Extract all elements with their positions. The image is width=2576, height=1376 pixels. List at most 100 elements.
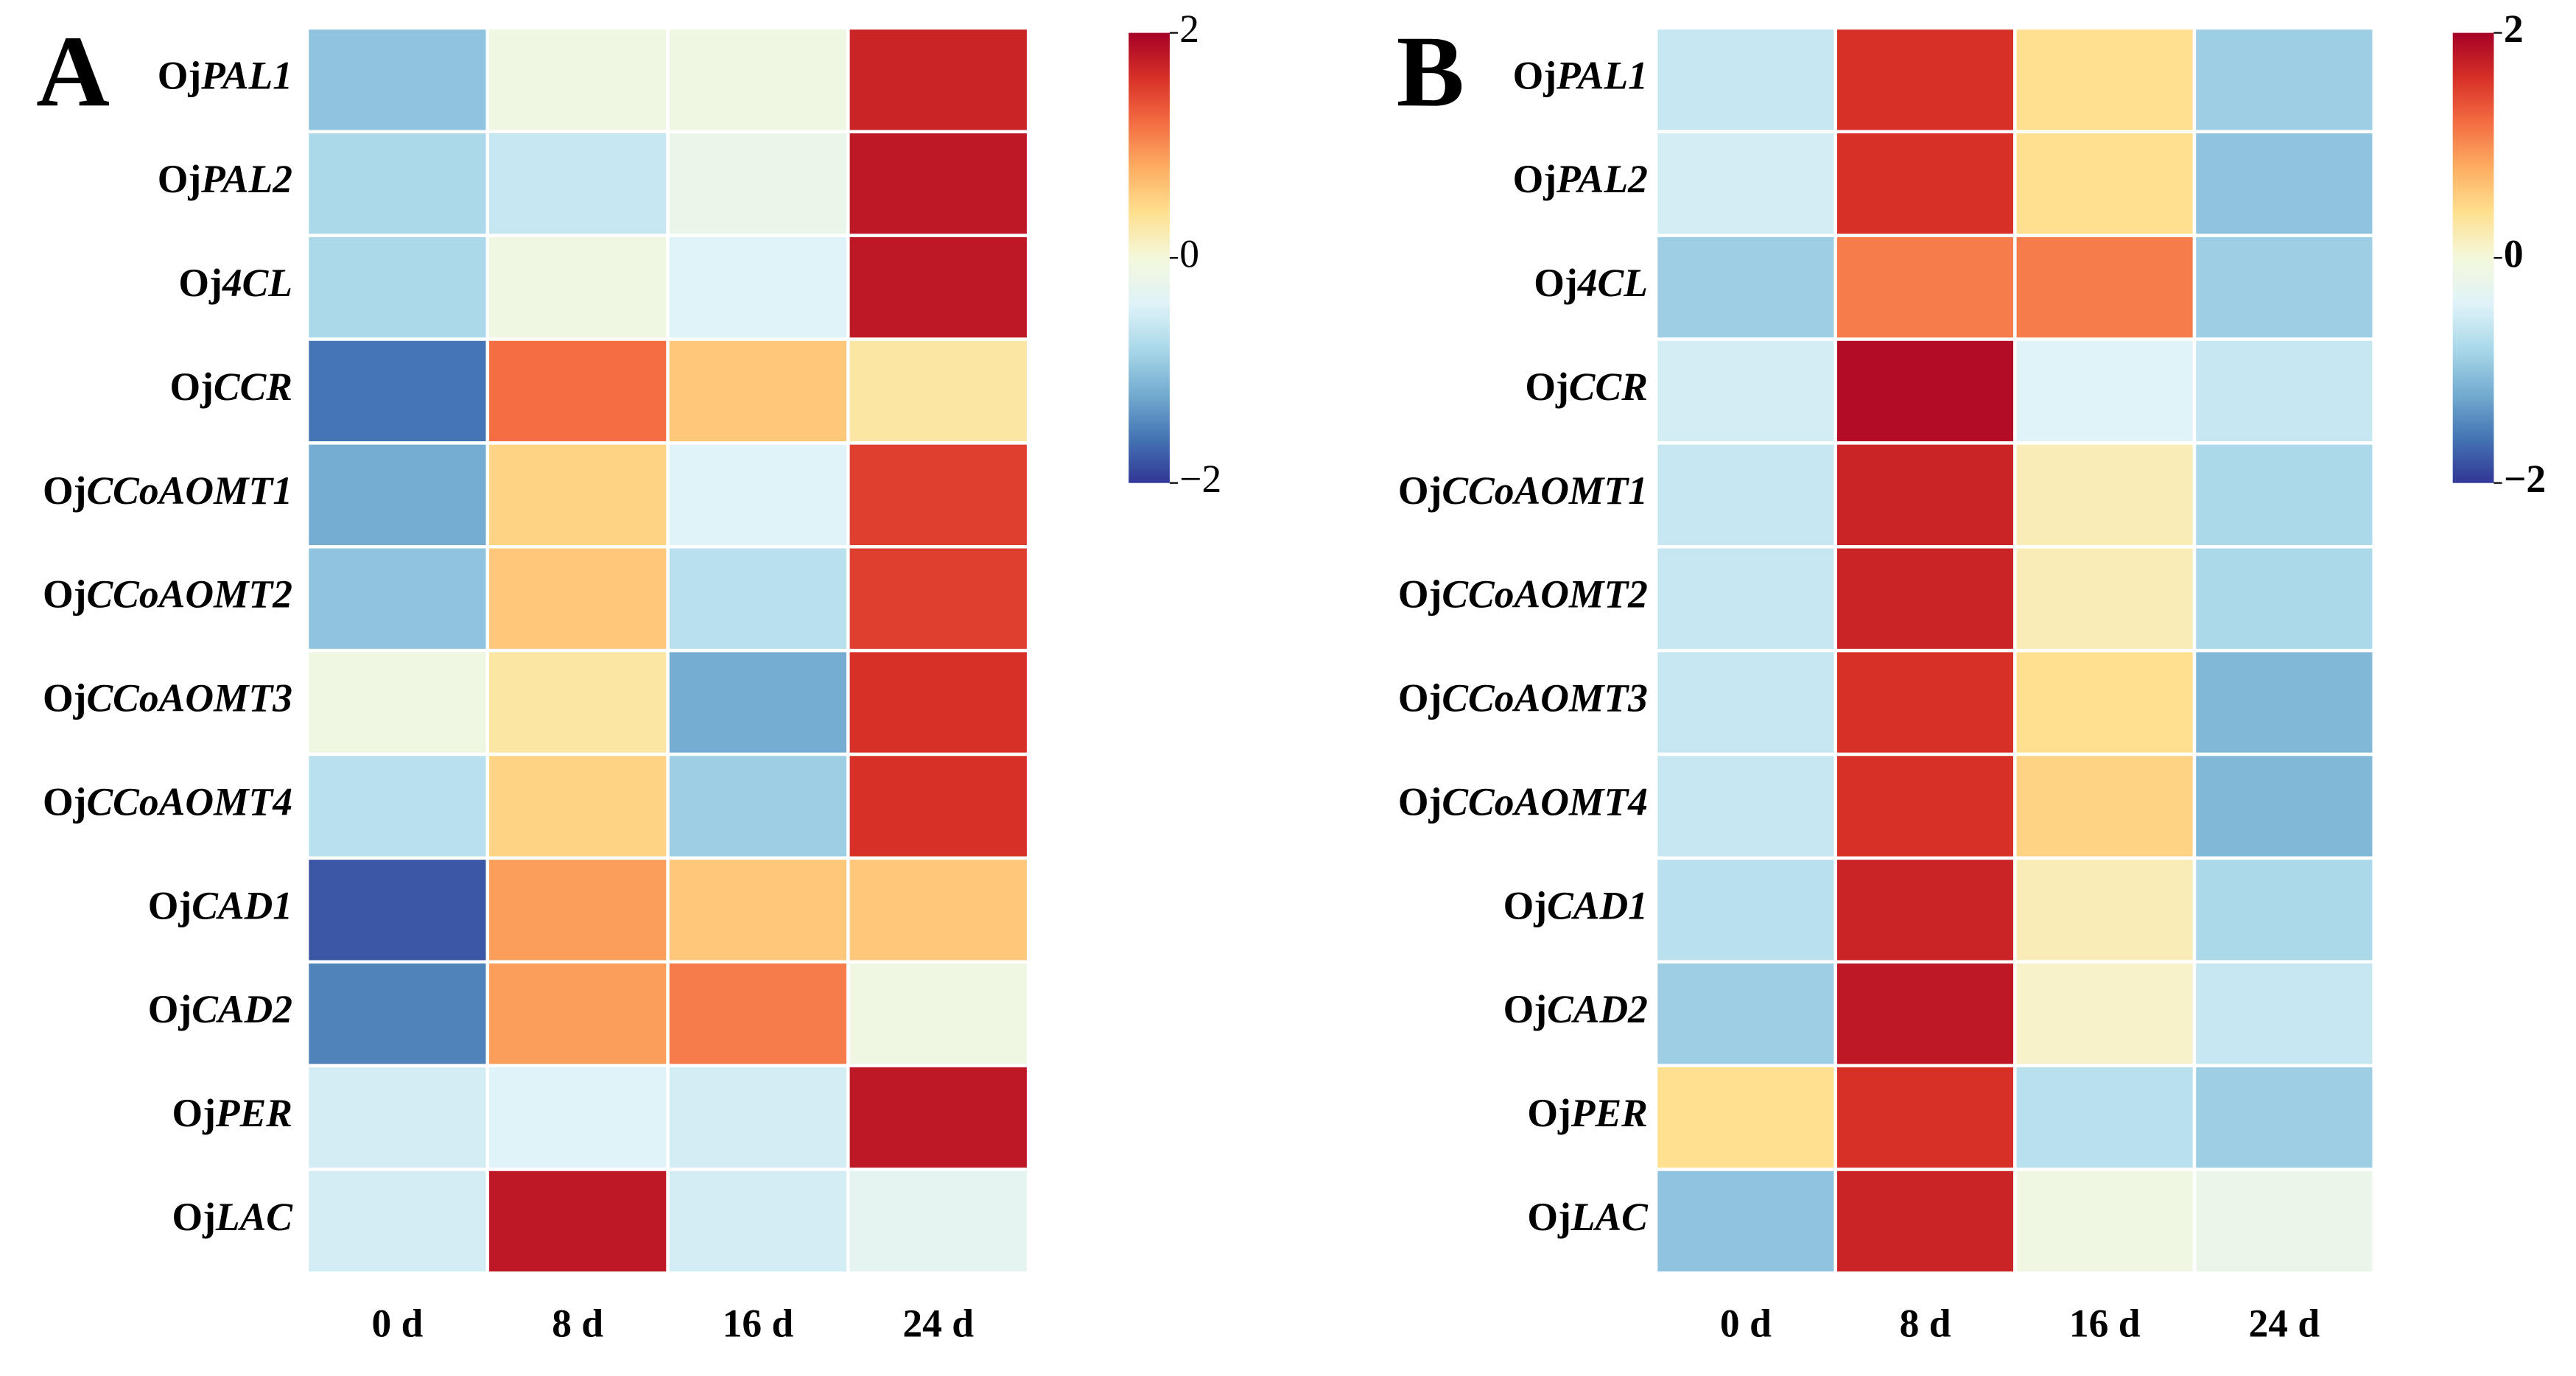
row-label: OjCCoAOMT3 <box>43 676 292 720</box>
heatmap-cell <box>485 1064 670 1171</box>
heatmap-cell <box>2013 648 2197 757</box>
heatmap-cell <box>1654 648 1837 757</box>
heatmap-cell <box>846 752 1031 860</box>
heatmap-cell <box>2013 130 2197 237</box>
heatmap-cell <box>846 648 1031 757</box>
heatmap-cell <box>2013 752 2197 860</box>
heatmap-cell <box>485 960 670 1067</box>
heatmap-cell <box>1654 856 1837 964</box>
heatmap-cell <box>846 960 1031 1067</box>
heatmap-cell <box>666 648 850 757</box>
heatmap-cell <box>666 441 850 549</box>
row-label: OjCCoAOMT2 <box>1398 572 1648 617</box>
heatmap-cell <box>485 234 670 341</box>
heatmap-cell <box>485 337 670 445</box>
heatmap-cell <box>305 337 490 445</box>
colorbar-tick-label: 0 <box>2504 231 2524 275</box>
heatmap-cell <box>1833 26 2017 134</box>
row-label: OjCCR <box>169 365 292 409</box>
heatmap-cell <box>2013 337 2197 445</box>
heatmap-cell <box>305 1168 490 1275</box>
row-label: OjCAD2 <box>1503 987 1648 1031</box>
heatmap-cell <box>1833 1064 2017 1171</box>
heatmap-cell <box>666 26 850 134</box>
heatmap-cell <box>1833 130 2017 237</box>
heatmap-cell <box>1833 441 2017 549</box>
row-label: Oj4CL <box>178 261 292 305</box>
heatmap-cell <box>485 130 670 237</box>
heatmap-cell <box>846 130 1031 237</box>
heatmap-cell <box>2013 960 2197 1067</box>
heatmap-cell <box>846 441 1031 549</box>
heatmap-cell <box>666 545 850 653</box>
heatmap-cell <box>1833 856 2017 964</box>
row-label: OjCCoAOMT4 <box>1398 780 1648 824</box>
heatmap-cell <box>305 545 490 653</box>
heatmap-cell <box>2192 441 2376 549</box>
heatmap-cell <box>305 130 490 237</box>
colorbar-tick-label: 2 <box>1179 7 1199 51</box>
panel-label: A <box>36 15 110 127</box>
heatmap-cell <box>305 441 490 549</box>
heatmap-cell <box>1833 545 2017 653</box>
row-label: OjPER <box>172 1091 292 1135</box>
colorbar <box>1129 32 1170 483</box>
colorbar <box>2452 32 2494 483</box>
heatmap-cell <box>666 1064 850 1171</box>
heatmap-cell <box>485 26 670 134</box>
row-label: OjCAD1 <box>148 884 292 928</box>
heatmap-cell <box>666 1168 850 1275</box>
heatmap-cell <box>846 337 1031 445</box>
row-label: OjCAD2 <box>148 987 292 1031</box>
heatmap-cell <box>2192 648 2376 757</box>
heatmap-cell <box>485 545 670 653</box>
row-label: OjPAL2 <box>1513 158 1648 202</box>
heatmap-cell <box>1654 545 1837 653</box>
panel-label: B <box>1397 15 1464 127</box>
row-label: OjCCR <box>1525 365 1648 409</box>
colorbar-tick-label: −2 <box>1179 457 1221 501</box>
row-label: OjCCoAOMT2 <box>43 572 292 617</box>
row-label: OjPAL1 <box>1513 54 1648 98</box>
heatmap-cell <box>485 752 670 860</box>
heatmap-cell <box>2013 441 2197 549</box>
heatmap-cell <box>1654 337 1837 445</box>
row-label: OjCCoAOMT1 <box>43 468 292 513</box>
heatmap-cell <box>2192 545 2376 653</box>
heatmap-cell <box>305 26 490 134</box>
heatmap-cell <box>2192 752 2376 860</box>
heatmap-cell <box>1654 441 1837 549</box>
heatmap-cell <box>485 856 670 964</box>
heatmap-cell <box>846 545 1031 653</box>
column-label: 0 d <box>1720 1301 1772 1345</box>
heatmap-cell <box>1654 26 1837 134</box>
column-label: 16 d <box>2069 1301 2141 1345</box>
heatmap-cell <box>1833 752 2017 860</box>
column-label: 16 d <box>723 1301 794 1345</box>
row-label: OjPER <box>1527 1091 1648 1135</box>
heatmap-cell <box>305 960 490 1067</box>
heatmap-cell <box>1654 960 1837 1067</box>
heatmap-cell <box>305 234 490 341</box>
heatmap-cell <box>666 960 850 1067</box>
heatmap-cell <box>666 752 850 860</box>
row-label: OjCAD1 <box>1503 884 1648 928</box>
heatmap-cell <box>2013 545 2197 653</box>
heatmap-cell <box>2013 26 2197 134</box>
colorbar-tick-label: −2 <box>2504 457 2546 501</box>
column-label: 0 d <box>372 1301 424 1345</box>
heatmap-cell <box>1833 337 2017 445</box>
row-label: OjLAC <box>172 1195 293 1239</box>
heatmap-cell <box>1833 1168 2017 1275</box>
column-label: 8 d <box>1900 1301 1951 1345</box>
heatmap-cell <box>2192 960 2376 1067</box>
heatmap-cell <box>485 441 670 549</box>
row-label: OjCCoAOMT3 <box>1398 676 1648 720</box>
column-label: 24 d <box>2248 1301 2320 1345</box>
heatmap-cell <box>846 1064 1031 1171</box>
heatmap-cell <box>666 234 850 341</box>
heatmap-cell <box>2192 234 2376 341</box>
heatmap-cell <box>2013 1168 2197 1275</box>
heatmap-cell <box>846 234 1031 341</box>
